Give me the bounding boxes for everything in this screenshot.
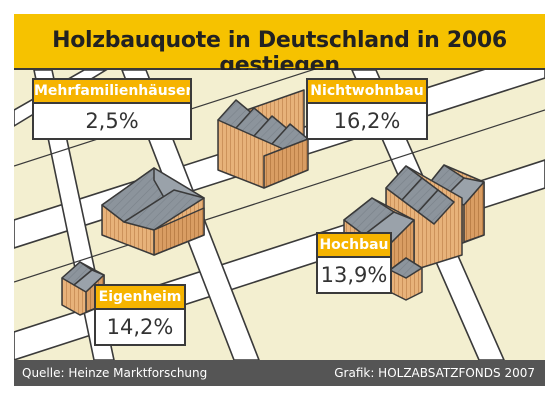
source-text: Quelle: Heinze Marktforschung — [22, 366, 208, 380]
label-mehrfamilienhaeuser: Mehrfamilienhäuser 2,5% — [32, 78, 192, 140]
label-nichtwohnbau: Nichtwohnbau 16,2% — [306, 78, 428, 140]
house-icon — [101, 167, 205, 256]
label-value: 13,9% — [320, 263, 388, 287]
credit-text: Grafik: HOLZABSATZFONDS 2007 — [334, 366, 535, 380]
factory-icon — [217, 89, 309, 189]
footer-bar: Quelle: Heinze Marktforschung Grafik: HO… — [14, 360, 545, 386]
label-category: Eigenheim — [96, 286, 184, 310]
title-bar: Holzbauquote in Deutschland in 2006 gest… — [14, 14, 545, 78]
label-hochbau: Hochbau 13,9% — [316, 232, 392, 294]
label-value: 16,2% — [333, 109, 401, 133]
label-category: Hochbau — [318, 234, 390, 258]
label-eigenheim: Eigenheim 14,2% — [94, 284, 186, 346]
page-title: Holzbauquote in Deutschland in 2006 gest… — [52, 28, 507, 78]
infographic: Holzbauquote in Deutschland in 2006 gest… — [14, 14, 545, 386]
label-value: 2,5% — [85, 109, 139, 133]
label-value: 14,2% — [106, 315, 174, 339]
label-category: Mehrfamilienhäuser — [34, 80, 190, 104]
label-category: Nichtwohnbau — [308, 80, 426, 104]
